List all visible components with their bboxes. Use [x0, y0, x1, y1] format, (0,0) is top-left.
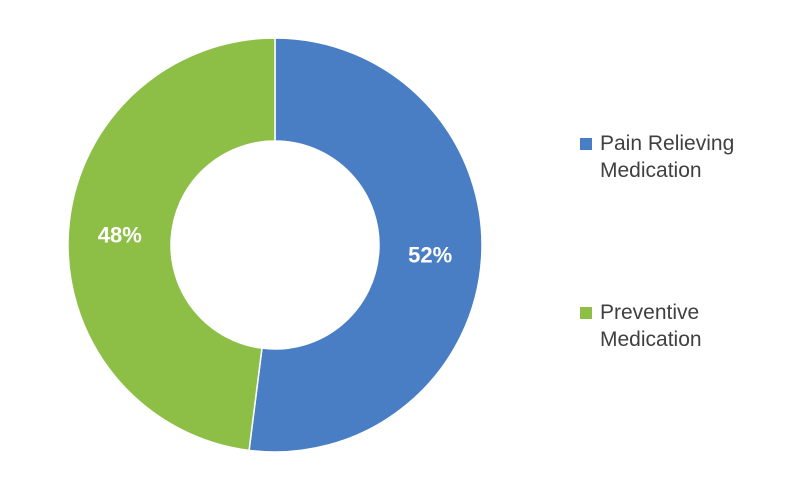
data-label-pain-relieving: 52%	[408, 242, 452, 267]
data-label-preventive: 48%	[98, 223, 142, 248]
legend-swatch-pain-relieving	[580, 138, 592, 150]
legend-label-pain-relieving: Pain Relieving Medication	[600, 132, 735, 182]
donut-slices	[67, 37, 483, 453]
slice-preventive	[67, 37, 276, 452]
legend-swatch-preventive	[580, 307, 592, 319]
legend-item-preventive: Preventive Medication	[580, 299, 790, 353]
chart-legend: Pain Relieving Medication Preventive Med…	[580, 130, 790, 353]
slice-pain-relieving	[248, 37, 483, 453]
legend-item-pain-relieving: Pain Relieving Medication	[580, 130, 790, 184]
legend-label-preventive: Preventive Medication	[600, 301, 702, 351]
donut-data-labels: 52% 48%	[98, 223, 452, 268]
